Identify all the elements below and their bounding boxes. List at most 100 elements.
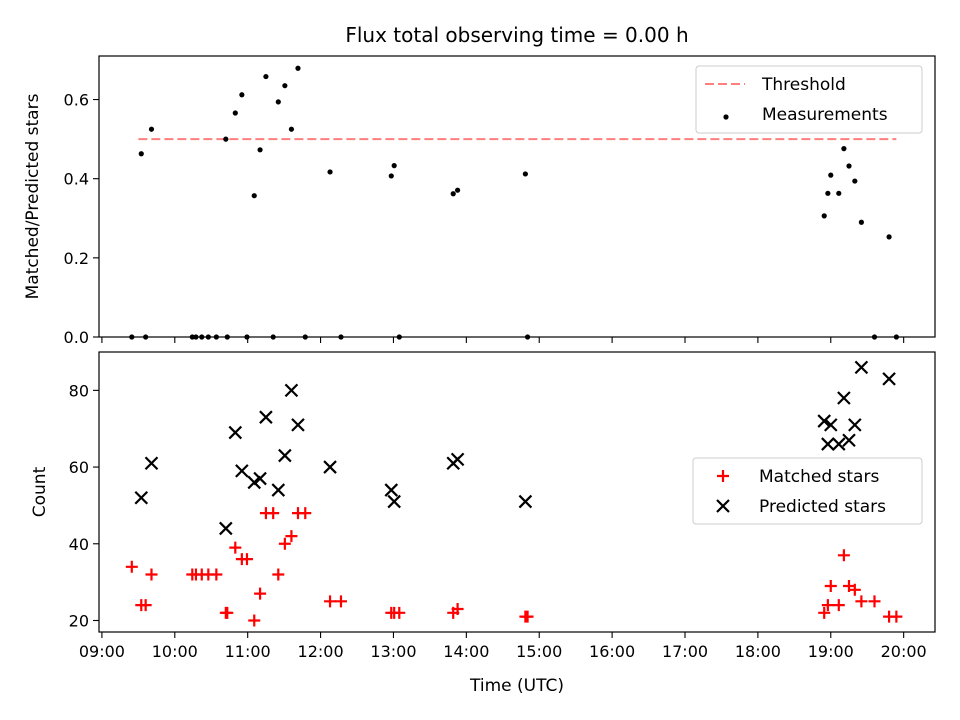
- matched-point: [139, 599, 152, 612]
- matched-point: [324, 595, 337, 608]
- predicted-point: [821, 437, 835, 451]
- predicted-point: [323, 460, 337, 474]
- data-point: [239, 92, 245, 98]
- data-point: [852, 178, 858, 184]
- matched-point: [824, 579, 837, 592]
- predicted-point: [832, 437, 846, 451]
- predicted-point: [848, 418, 862, 432]
- legend-label: Predicted stars: [759, 497, 886, 517]
- matched-point: [221, 606, 234, 619]
- axes-frame: [98, 351, 936, 633]
- data-point: [841, 146, 847, 152]
- y-tick-label: 0.6: [64, 91, 89, 110]
- matched-point: [855, 595, 868, 608]
- predicted-point: [144, 456, 159, 471]
- predicted-point: [235, 464, 249, 478]
- x-tick-label: 19:00: [808, 642, 854, 661]
- axes-frame: [98, 55, 936, 338]
- data-point: [327, 169, 333, 175]
- predicted-point: [384, 483, 399, 497]
- predicted-point: [247, 475, 262, 490]
- legend-label: Matched stars: [759, 467, 879, 487]
- matched-point: [248, 614, 261, 627]
- data-point: [524, 334, 531, 340]
- data-point: [893, 334, 899, 340]
- y-axis-label: Matched/Predicted stars: [23, 93, 43, 299]
- data-point: [450, 191, 456, 197]
- data-point: [148, 126, 155, 132]
- data-point: [193, 334, 199, 340]
- matched-point: [821, 599, 834, 612]
- predicted-point: [219, 521, 233, 536]
- predicted-point: [854, 360, 869, 375]
- data-point: [232, 110, 238, 116]
- x-tick-label: 15:00: [516, 642, 562, 661]
- matched-point: [125, 560, 138, 573]
- x-tick-label: 17:00: [662, 642, 708, 661]
- matched-point: [229, 541, 242, 554]
- matched-point: [240, 553, 253, 566]
- y-tick-label: 20: [69, 611, 89, 630]
- data-point: [205, 334, 211, 340]
- matched-point: [272, 568, 285, 581]
- y-tick-label: 0.0: [64, 328, 89, 347]
- data-point: [138, 151, 144, 157]
- data-point: [391, 163, 397, 169]
- predicted-point: [253, 471, 267, 486]
- predicted-point: [518, 494, 533, 509]
- y-tick-label: 40: [69, 535, 89, 554]
- data-point: [257, 147, 263, 153]
- data-point: [396, 334, 402, 340]
- predicted-point: [271, 483, 286, 497]
- matched-point: [521, 610, 534, 623]
- bottom-plot: 09:00 10:00 11:00 12:00 13:00 14:00 15:00 16:00…: [30, 351, 936, 661]
- data-point: [295, 65, 301, 71]
- data-point: [224, 334, 230, 340]
- predicted-point: [817, 414, 831, 428]
- data-point: [846, 163, 852, 169]
- matched-point: [145, 568, 158, 581]
- chart-title: Flux total observing time = 0.00 h: [345, 23, 688, 47]
- x-tick-label: 11:00: [225, 642, 271, 661]
- matched-point: [868, 595, 881, 608]
- data-point: [821, 213, 827, 219]
- x-tick-label: 09:00: [79, 642, 125, 661]
- data-point: [388, 173, 394, 179]
- y-tick-label: 0.4: [64, 170, 89, 189]
- legend-box: [695, 65, 923, 134]
- legend-label: Measurements: [762, 105, 888, 125]
- x-tick-label: 10:00: [152, 642, 198, 661]
- data-point: [251, 193, 257, 199]
- matched-point: [848, 583, 861, 596]
- predicted-point: [284, 383, 299, 398]
- data-point: [213, 334, 219, 340]
- data-point: [454, 187, 461, 193]
- legend-box: [692, 457, 923, 525]
- predicted-point: [134, 490, 149, 505]
- predicted-point: [837, 391, 851, 405]
- matched-point: [451, 602, 464, 615]
- predicted-point: [278, 448, 292, 463]
- data-point: [522, 171, 528, 177]
- matched-point: [299, 507, 312, 520]
- data-point: [871, 334, 878, 340]
- x-tick-label: 12:00: [298, 642, 344, 661]
- matched-point: [334, 595, 347, 608]
- predicted-point: [823, 418, 838, 432]
- x-axis-label: Time (UTC): [469, 676, 564, 696]
- matched-point: [210, 568, 223, 581]
- matched-point: [890, 610, 903, 623]
- matched-point: [818, 606, 831, 619]
- data-point: [244, 334, 250, 340]
- predicted-point: [387, 494, 401, 509]
- data-point: [199, 334, 205, 340]
- x-tick-label: 13:00: [370, 642, 416, 661]
- data-point: [288, 126, 295, 132]
- data-point: [828, 172, 834, 178]
- matched-point: [267, 507, 280, 520]
- data-point: [858, 219, 864, 225]
- top-plot: 0.0 0.2 0.4 0.6 Matched/Predicted stars Thres…: [23, 55, 936, 347]
- legend-marker: [716, 499, 730, 513]
- predicted-point: [450, 452, 465, 467]
